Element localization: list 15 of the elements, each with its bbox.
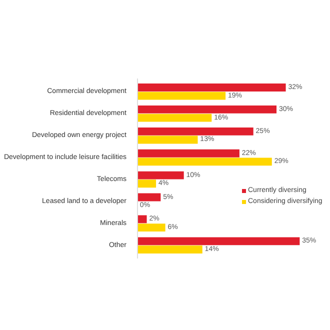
bar bbox=[138, 171, 184, 180]
bar bbox=[138, 158, 272, 166]
bar bbox=[138, 84, 286, 92]
bar bbox=[138, 136, 198, 144]
bar bbox=[138, 149, 240, 158]
bar bbox=[138, 193, 161, 202]
bar bbox=[138, 237, 300, 246]
bar bbox=[138, 246, 202, 254]
bar bbox=[138, 224, 166, 232]
bar bbox=[138, 180, 156, 188]
bar bbox=[138, 105, 277, 114]
bar bbox=[138, 114, 212, 122]
bar bbox=[138, 127, 254, 136]
bar bbox=[138, 215, 147, 224]
bar bbox=[138, 92, 226, 100]
